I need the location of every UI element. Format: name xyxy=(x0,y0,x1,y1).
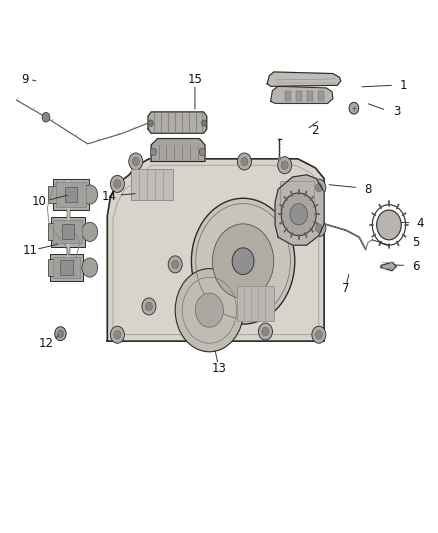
Bar xyxy=(318,91,324,101)
Bar xyxy=(280,181,314,209)
Circle shape xyxy=(232,248,254,274)
Circle shape xyxy=(199,148,205,156)
Circle shape xyxy=(168,256,182,273)
Circle shape xyxy=(82,258,98,277)
Circle shape xyxy=(82,185,98,204)
Bar xyxy=(48,186,60,203)
Text: 5: 5 xyxy=(413,236,420,249)
Text: 8: 8 xyxy=(364,183,371,196)
Bar xyxy=(50,254,83,281)
Polygon shape xyxy=(107,159,324,341)
Circle shape xyxy=(290,204,307,225)
Circle shape xyxy=(132,157,139,166)
Text: 10: 10 xyxy=(32,195,47,208)
Bar xyxy=(53,221,82,243)
Circle shape xyxy=(312,326,326,343)
Text: 6: 6 xyxy=(412,260,420,273)
Circle shape xyxy=(195,293,223,327)
Circle shape xyxy=(142,298,156,315)
Circle shape xyxy=(349,102,359,114)
Circle shape xyxy=(281,193,316,236)
Bar xyxy=(237,286,274,321)
Bar xyxy=(285,91,291,101)
Bar xyxy=(131,169,173,200)
Circle shape xyxy=(281,161,288,169)
Circle shape xyxy=(258,323,272,340)
Circle shape xyxy=(237,153,251,170)
Circle shape xyxy=(42,112,50,122)
Circle shape xyxy=(312,220,326,237)
Bar xyxy=(48,223,60,240)
Circle shape xyxy=(315,183,322,192)
Circle shape xyxy=(278,157,281,161)
Circle shape xyxy=(110,175,124,192)
Circle shape xyxy=(150,148,156,156)
Circle shape xyxy=(57,330,64,337)
Circle shape xyxy=(172,260,179,269)
Circle shape xyxy=(145,302,152,311)
Bar xyxy=(53,257,80,278)
Bar xyxy=(60,260,73,275)
Bar xyxy=(65,187,77,202)
Polygon shape xyxy=(148,112,207,133)
Bar xyxy=(56,182,86,207)
Circle shape xyxy=(262,327,269,336)
Circle shape xyxy=(377,210,401,240)
Polygon shape xyxy=(267,72,341,86)
Circle shape xyxy=(212,224,274,298)
Polygon shape xyxy=(151,139,205,161)
Bar xyxy=(296,91,302,101)
Bar xyxy=(51,217,85,246)
Text: 15: 15 xyxy=(187,74,202,86)
Polygon shape xyxy=(275,175,324,245)
Text: 13: 13 xyxy=(212,362,226,375)
Circle shape xyxy=(82,222,98,241)
Text: 9: 9 xyxy=(21,74,29,86)
Text: 1: 1 xyxy=(399,79,407,92)
Circle shape xyxy=(278,157,292,174)
Polygon shape xyxy=(381,262,396,271)
Text: 12: 12 xyxy=(39,337,53,350)
Text: 11: 11 xyxy=(22,244,37,257)
Circle shape xyxy=(191,198,295,324)
Bar xyxy=(53,179,89,210)
Bar xyxy=(307,91,313,101)
Circle shape xyxy=(114,330,121,339)
Text: 7: 7 xyxy=(342,282,350,295)
Circle shape xyxy=(110,326,124,343)
Circle shape xyxy=(55,327,66,341)
Circle shape xyxy=(312,179,326,196)
Text: 4: 4 xyxy=(417,217,424,230)
Bar xyxy=(62,224,74,239)
Text: 2: 2 xyxy=(311,124,319,137)
Circle shape xyxy=(315,224,322,232)
Bar xyxy=(48,259,60,276)
Text: 14: 14 xyxy=(102,190,117,203)
Text: 3: 3 xyxy=(393,106,400,118)
Circle shape xyxy=(175,269,244,352)
Circle shape xyxy=(201,120,207,126)
Circle shape xyxy=(114,180,121,188)
Polygon shape xyxy=(271,86,333,103)
Circle shape xyxy=(241,157,248,166)
Circle shape xyxy=(315,330,322,339)
Circle shape xyxy=(129,153,143,170)
Circle shape xyxy=(148,120,153,126)
